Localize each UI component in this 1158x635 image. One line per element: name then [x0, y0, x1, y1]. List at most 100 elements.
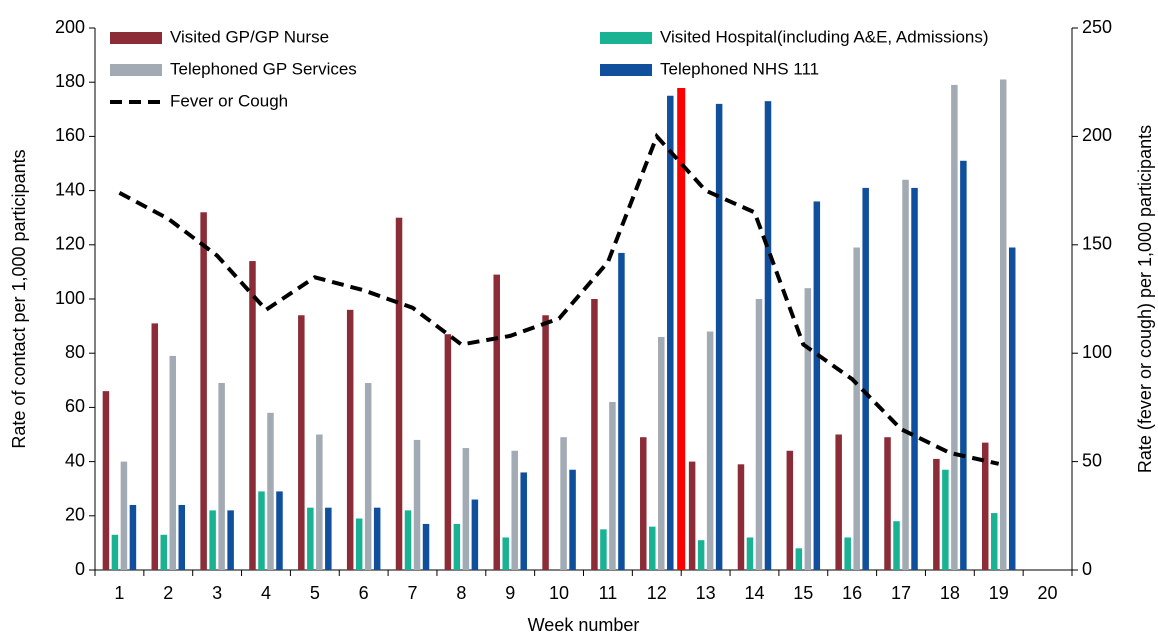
x-tick-label: 19 — [989, 583, 1009, 603]
bar — [746, 537, 754, 570]
bar — [862, 187, 869, 570]
bar — [471, 499, 479, 570]
y-tick-label: 200 — [55, 17, 85, 37]
bar — [373, 507, 381, 570]
legend-swatch — [110, 64, 162, 76]
bar — [591, 299, 598, 570]
bar — [178, 504, 186, 570]
legend-swatch — [600, 32, 652, 44]
legend-label: Telephoned GP Services — [170, 59, 357, 78]
legend-swatch — [110, 32, 162, 44]
y2-tick-label: 0 — [1082, 559, 1092, 579]
bar — [609, 401, 616, 570]
bar — [218, 383, 225, 570]
legend-label: Visited GP/GP Nurse — [170, 27, 329, 46]
x-tick-label: 15 — [793, 583, 813, 603]
bar — [160, 534, 168, 570]
x-tick-label: 13 — [696, 583, 716, 603]
bar — [325, 507, 332, 570]
x-tick-label: 20 — [1038, 583, 1058, 603]
x-tick-label: 16 — [842, 583, 862, 603]
bar — [169, 355, 177, 570]
y-tick-label: 100 — [55, 288, 85, 308]
bar — [688, 461, 696, 570]
bar — [786, 450, 794, 570]
bar — [364, 383, 372, 570]
bar — [990, 513, 998, 570]
bar — [298, 315, 305, 570]
x-tick-label: 10 — [549, 583, 569, 603]
y-axis-label: Rate of contact per 1,000 participants — [9, 149, 29, 448]
x-tick-label: 14 — [744, 583, 764, 603]
x-tick-label: 1 — [114, 583, 124, 603]
x-tick-label: 8 — [456, 583, 466, 603]
bar — [804, 288, 812, 570]
bar — [933, 458, 940, 570]
legend-label: Telephoned NHS 111 — [660, 59, 819, 78]
bar — [355, 518, 363, 570]
bar — [942, 469, 949, 570]
y-tick-label: 180 — [55, 71, 85, 91]
marker — [677, 88, 686, 570]
bar — [560, 437, 567, 570]
bar — [276, 491, 283, 570]
bar — [649, 526, 656, 570]
bar — [999, 79, 1007, 571]
bar — [706, 331, 714, 570]
bar — [902, 179, 909, 570]
y-tick-label: 0 — [75, 559, 85, 579]
y-tick-label: 60 — [65, 396, 85, 416]
bar — [764, 101, 772, 571]
y2-tick-label: 200 — [1082, 125, 1112, 145]
legend-label: Fever or Cough — [170, 91, 288, 110]
bar — [960, 160, 967, 571]
bar — [346, 309, 354, 570]
bar — [404, 510, 412, 570]
x-tick-label: 5 — [310, 583, 320, 603]
bar — [249, 261, 256, 570]
bar — [755, 299, 763, 570]
bar — [640, 437, 647, 570]
x-tick-label: 12 — [647, 583, 667, 603]
bar — [893, 521, 900, 570]
bar — [422, 523, 430, 570]
bar — [844, 537, 851, 570]
bar — [307, 507, 314, 570]
bar — [737, 464, 745, 570]
bar — [835, 434, 842, 570]
bar — [697, 540, 705, 570]
bar — [569, 469, 576, 570]
y-tick-label: 40 — [65, 450, 85, 470]
bar — [316, 434, 323, 570]
bar — [444, 334, 452, 570]
bar — [715, 103, 723, 570]
bar — [151, 323, 159, 570]
bar — [227, 510, 234, 570]
bar — [102, 391, 110, 570]
x-tick-label: 9 — [505, 583, 515, 603]
y2-tick-label: 50 — [1082, 450, 1102, 470]
bar — [502, 537, 509, 570]
y-tick-label: 20 — [65, 505, 85, 525]
x-tick-label: 7 — [408, 583, 418, 603]
bar — [267, 412, 274, 570]
x-axis-label: Week number — [528, 615, 640, 635]
y-tick-label: 80 — [65, 342, 85, 362]
bar — [462, 448, 470, 570]
x-tick-label: 4 — [261, 583, 271, 603]
bar — [795, 548, 803, 570]
bar — [258, 491, 265, 570]
bar — [911, 187, 918, 570]
bar — [120, 461, 128, 570]
x-tick-label: 17 — [891, 583, 911, 603]
y2-axis-label: Rate (fever or cough) per 1,000 particip… — [1135, 125, 1155, 473]
x-tick-label: 2 — [163, 583, 173, 603]
bar — [1008, 247, 1016, 570]
bar — [884, 437, 891, 570]
bar — [111, 534, 119, 570]
bar — [129, 504, 137, 570]
bar — [209, 510, 216, 570]
bar — [600, 529, 607, 570]
x-tick-label: 6 — [359, 583, 369, 603]
bar — [453, 523, 461, 570]
